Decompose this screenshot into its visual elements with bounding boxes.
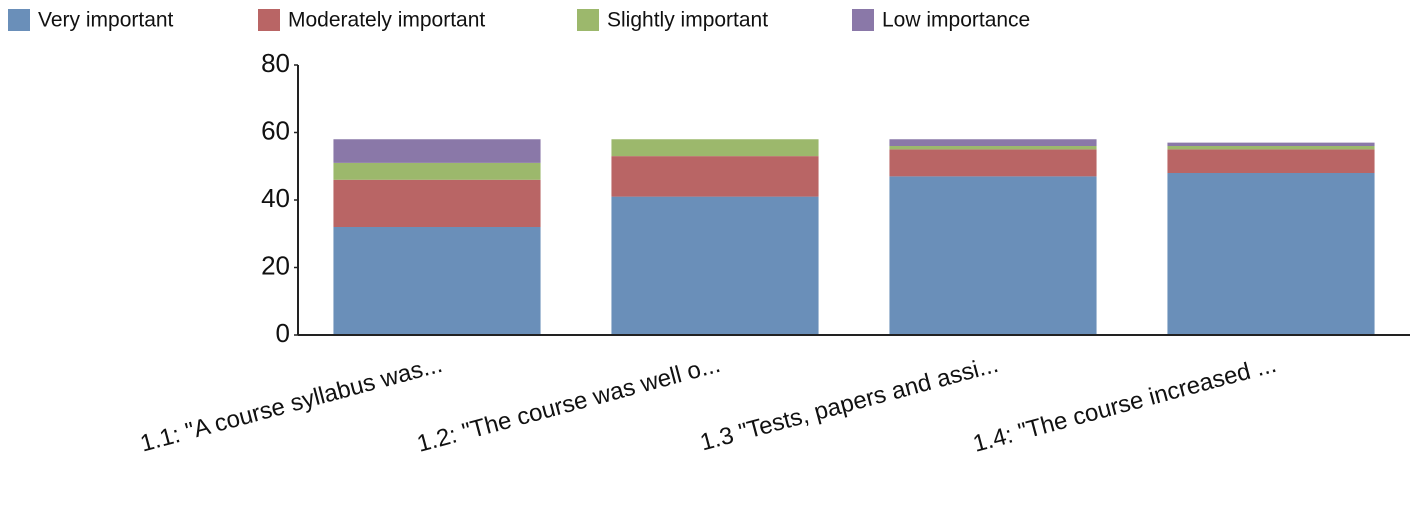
bar-segment (1167, 146, 1375, 150)
bar-segment (1167, 173, 1375, 335)
bar-segment (1167, 142, 1375, 146)
legend-swatch (577, 9, 599, 31)
y-tick-label: 80 (261, 48, 290, 78)
x-tick-label: 1.4: "The course increased ... (970, 351, 1279, 458)
y-tick-label: 0 (276, 318, 290, 348)
bar-segment (611, 139, 819, 157)
y-tick-label: 20 (261, 250, 290, 280)
x-tick-label: 1.2: "The course was well o... (414, 351, 723, 458)
legend-label: Moderately important (288, 9, 485, 32)
bar-segment (611, 156, 819, 197)
y-tick-label: 40 (261, 183, 290, 213)
legend-swatch (852, 9, 874, 31)
bar-segment (1167, 149, 1375, 173)
y-tick-label: 60 (261, 115, 290, 145)
legend-swatch (8, 9, 30, 31)
legend-label: Low importance (882, 9, 1030, 32)
bar-segment (333, 162, 541, 180)
bar-segment (889, 139, 1097, 146)
bar-segment (333, 139, 541, 163)
bar-segment (333, 227, 541, 335)
x-tick-label: 1.1: "A course syllabus was... (137, 351, 445, 458)
bar-segment (889, 176, 1097, 335)
bar-segment (889, 146, 1097, 150)
legend-swatch (258, 9, 280, 31)
legend-label: Slightly important (607, 9, 768, 32)
bar-segment (889, 149, 1097, 177)
legend-label: Very important (38, 9, 174, 32)
x-tick-label: 1.3 "Tests, papers and assi... (697, 351, 1001, 457)
bar-segment (333, 179, 541, 227)
bar-segment (611, 196, 819, 335)
